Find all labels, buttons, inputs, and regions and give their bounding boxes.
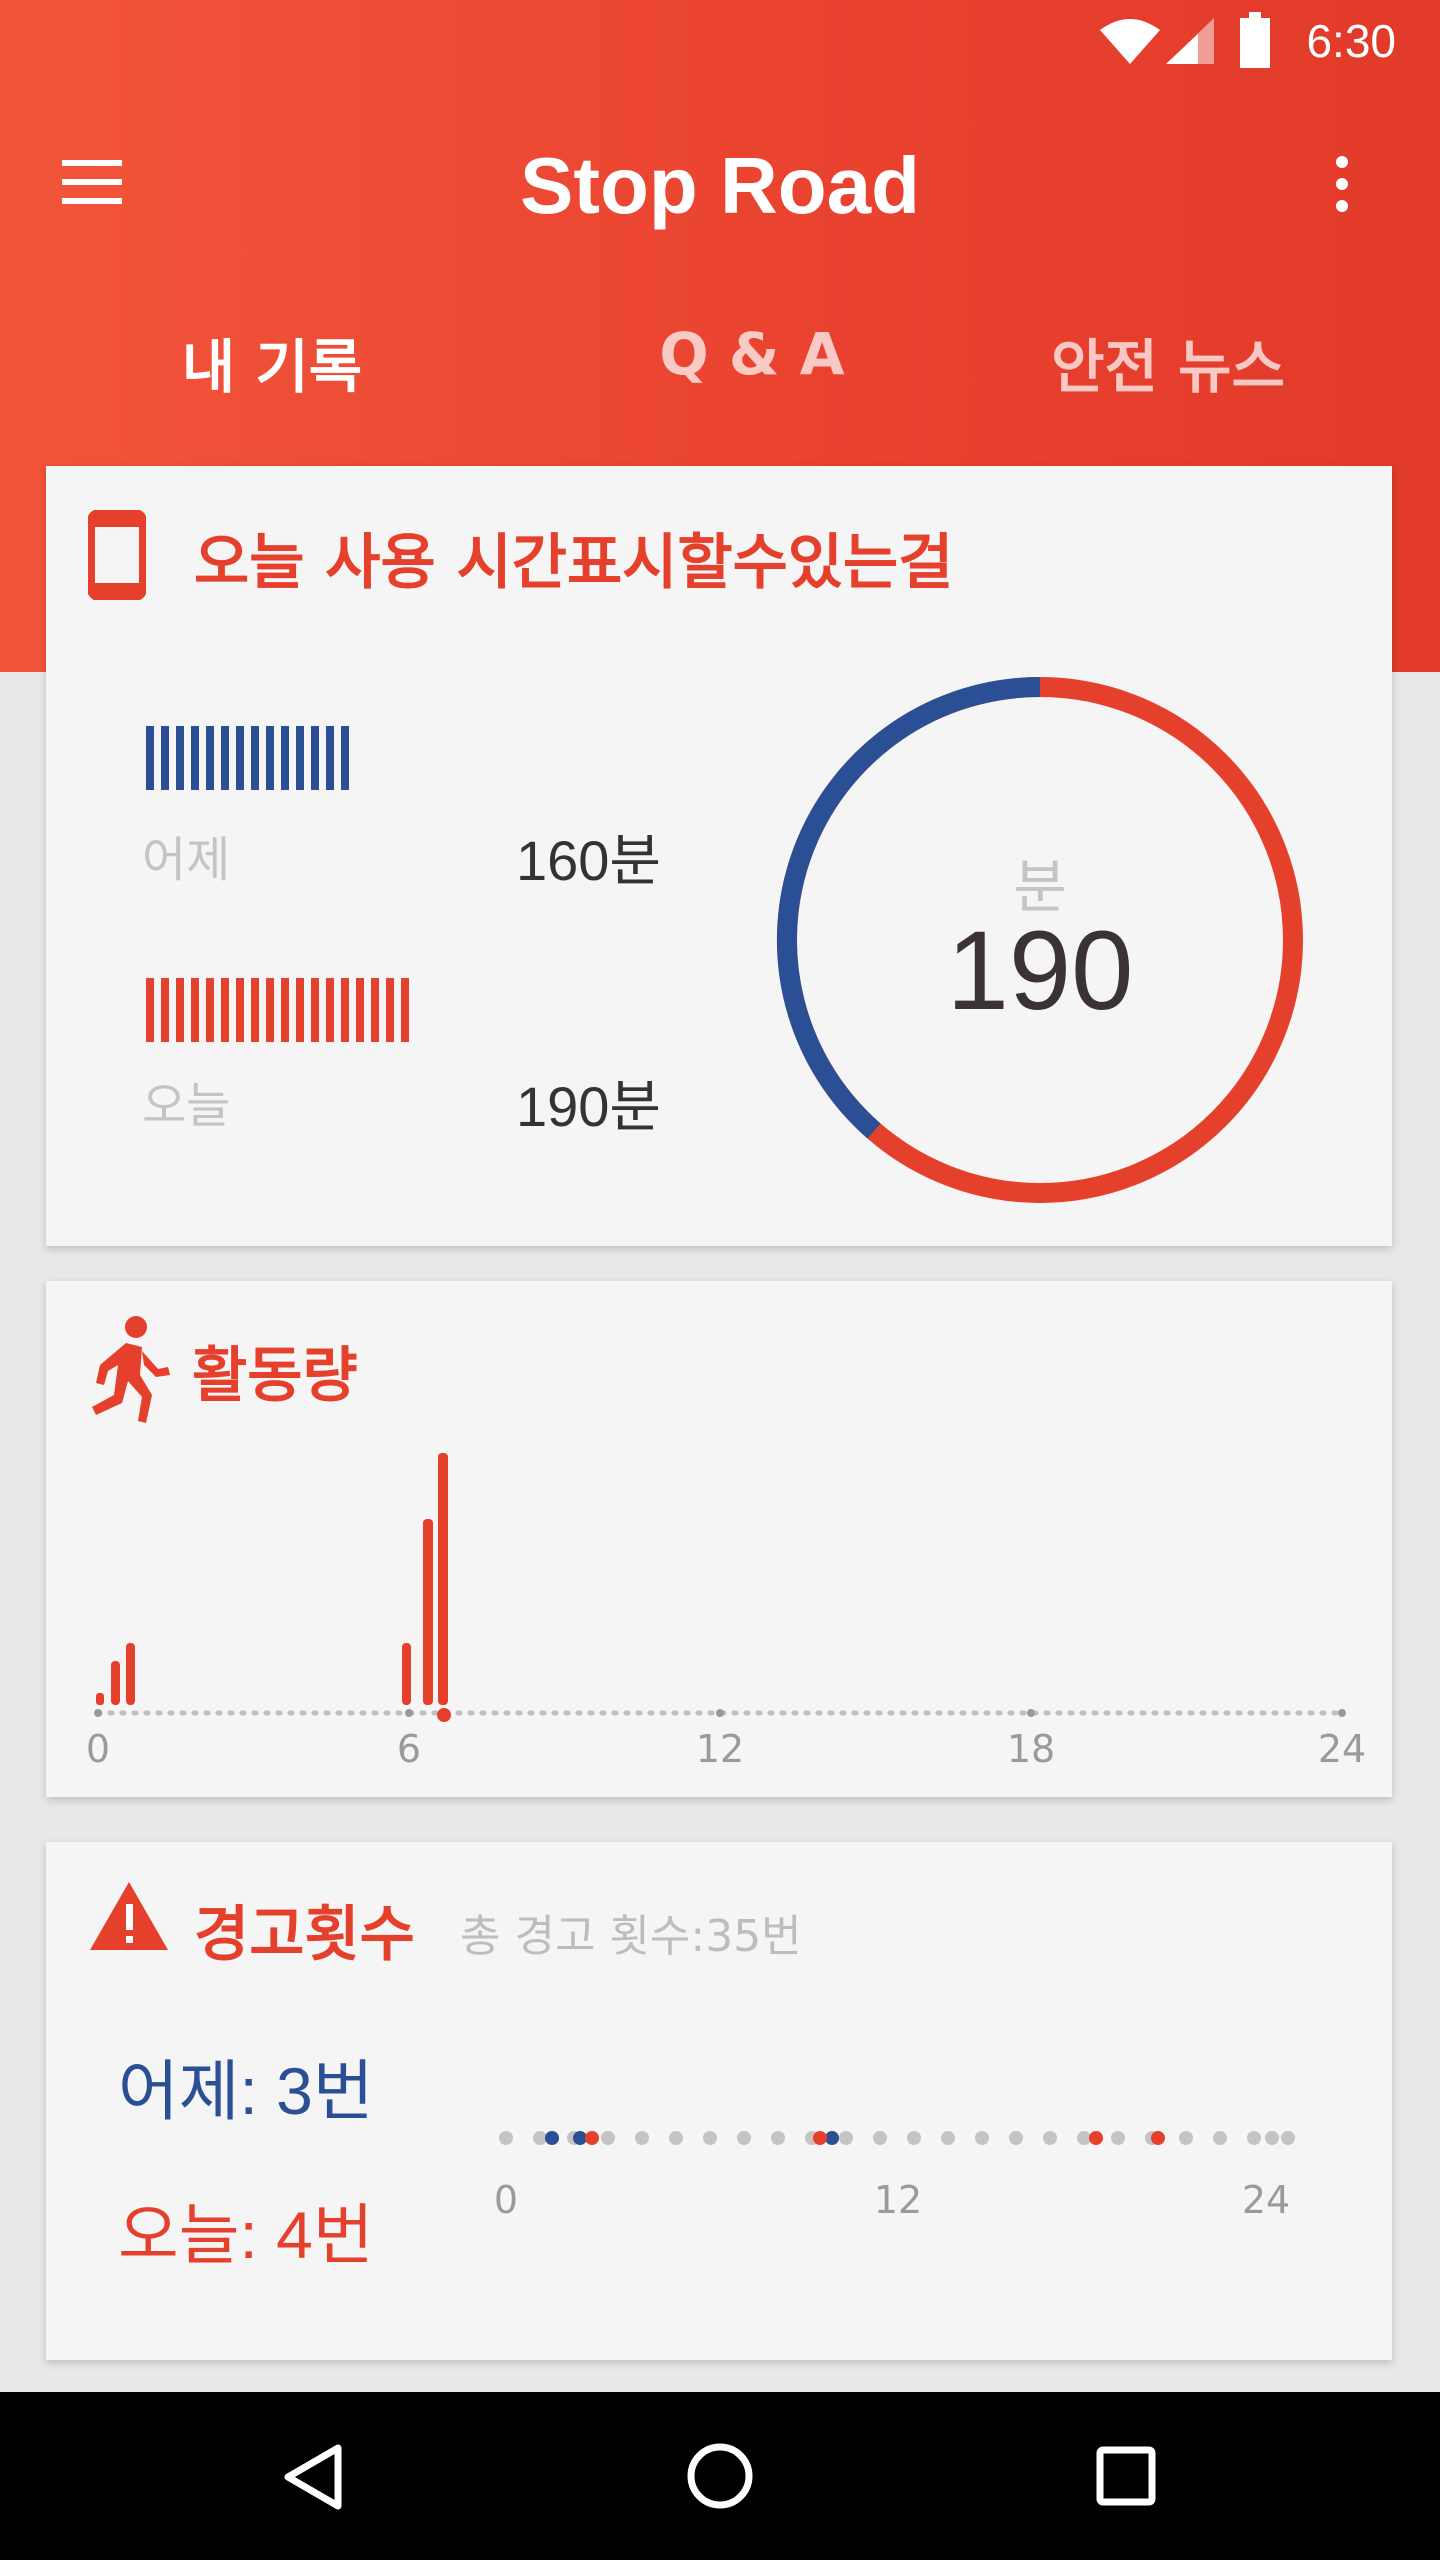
activity-tick-12: 12 xyxy=(695,1727,745,1771)
warning-total: 총 경고 횟수:35번 xyxy=(460,1911,802,1962)
back-icon[interactable] xyxy=(282,2444,344,2510)
activity-tick-6: 6 xyxy=(396,1727,422,1771)
warning-card: 경고횟수 총 경고 횟수:35번 어제: 3번 오늘: 4번 0 12 24 xyxy=(46,1842,1392,2360)
today-warning-count: 오늘: 4번 xyxy=(118,2198,374,2272)
activity-tick-18: 18 xyxy=(1006,1727,1056,1771)
ring-value: 190 xyxy=(946,908,1134,1033)
navigation-bar xyxy=(0,2392,1440,2560)
home-icon[interactable] xyxy=(686,2442,754,2510)
activity-tick-0: 0 xyxy=(85,1727,111,1771)
warning-timeline xyxy=(499,2131,1295,2145)
warning-icon xyxy=(90,1882,168,1950)
status-time: 6:30 xyxy=(1306,15,1396,67)
battery-icon xyxy=(1240,12,1270,68)
yesterday-minutes: 160분 xyxy=(516,829,661,892)
today-usage-bar xyxy=(146,978,409,1042)
yesterday-usage-bar xyxy=(146,726,349,790)
menu-icon[interactable] xyxy=(62,160,122,204)
phone-icon xyxy=(88,510,146,600)
recent-apps-icon[interactable] xyxy=(1096,2446,1156,2506)
more-options-icon[interactable] xyxy=(1330,156,1354,212)
app-title: Stop Road xyxy=(520,141,920,230)
activity-title: 활동량 xyxy=(192,1341,358,1411)
tab-qna[interactable]: Q & A xyxy=(659,320,845,388)
ring-unit: 분 xyxy=(1013,853,1067,921)
usage-title: 오늘 사용 시간표시할수있는걸 xyxy=(194,528,954,598)
tab-my-record[interactable]: 내 기록 xyxy=(181,333,363,401)
usage-card: 오늘 사용 시간표시할수있는걸 어제 160분 오늘 190분 xyxy=(46,466,1392,1246)
activity-bar-chart xyxy=(94,1453,1346,1722)
running-person-icon xyxy=(92,1316,170,1423)
yesterday-warning-count: 어제: 3번 xyxy=(118,2054,374,2128)
status-bar: 6:30 xyxy=(0,0,1440,88)
warning-tick-12: 12 xyxy=(873,2178,923,2222)
usage-ring-chart xyxy=(776,677,1303,1203)
today-minutes: 190분 xyxy=(516,1075,661,1138)
activity-card: 활동량 0 6 12 18 24 xyxy=(46,1281,1392,1797)
warning-tick-0: 0 xyxy=(493,2178,519,2222)
wifi-icon xyxy=(1100,19,1160,64)
activity-tick-24: 24 xyxy=(1317,1727,1367,1771)
warning-title: 경고횟수 xyxy=(194,1900,415,1970)
tab-safety-news[interactable]: 안전 뉴스 xyxy=(1051,333,1285,401)
warning-tick-24: 24 xyxy=(1241,2178,1291,2222)
signal-icon xyxy=(1166,18,1214,64)
today-label: 오늘 xyxy=(142,1078,231,1134)
yesterday-label: 어제 xyxy=(142,832,231,888)
